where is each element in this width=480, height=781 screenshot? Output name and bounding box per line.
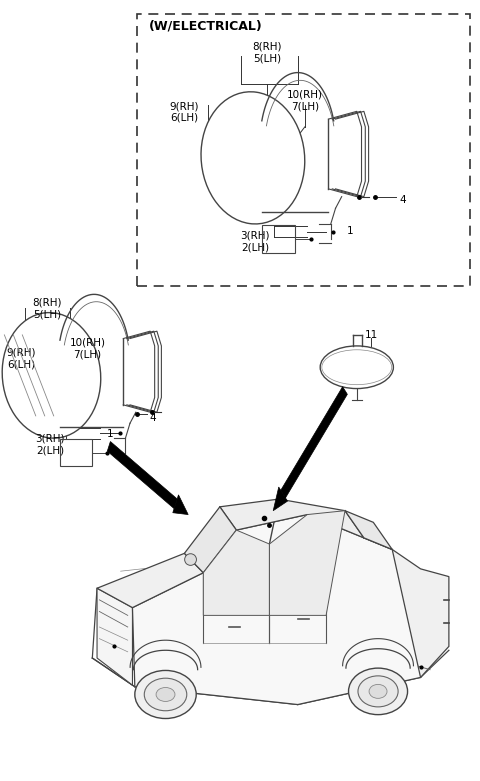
Text: 1: 1 <box>107 429 113 439</box>
Polygon shape <box>97 554 204 608</box>
Ellipse shape <box>320 346 394 389</box>
Text: 9(RH)
6(LH): 9(RH) 6(LH) <box>6 348 36 369</box>
Text: 8(RH)
5(LH): 8(RH) 5(LH) <box>33 298 62 319</box>
Ellipse shape <box>156 687 175 701</box>
Polygon shape <box>392 550 449 677</box>
Polygon shape <box>204 530 269 615</box>
Polygon shape <box>108 441 177 508</box>
Ellipse shape <box>201 92 305 224</box>
Text: 10(RH)
7(LH): 10(RH) 7(LH) <box>70 337 106 359</box>
Text: 9(RH)
6(LH): 9(RH) 6(LH) <box>169 102 199 123</box>
Polygon shape <box>132 515 420 704</box>
Text: 11: 11 <box>364 330 378 340</box>
Polygon shape <box>281 387 348 497</box>
Polygon shape <box>97 588 132 685</box>
Ellipse shape <box>2 312 101 438</box>
Polygon shape <box>269 511 345 615</box>
Text: 3(RH)
2(LH): 3(RH) 2(LH) <box>240 230 270 252</box>
Polygon shape <box>220 499 364 538</box>
Text: 10(RH)
7(LH): 10(RH) 7(LH) <box>287 90 323 111</box>
Polygon shape <box>273 487 288 511</box>
Text: (W/ELECTRICAL): (W/ELECTRICAL) <box>149 20 263 33</box>
Polygon shape <box>345 511 392 550</box>
Ellipse shape <box>144 678 187 711</box>
Text: 8(RH)
5(LH): 8(RH) 5(LH) <box>252 41 282 63</box>
Ellipse shape <box>358 676 398 707</box>
Ellipse shape <box>185 554 196 565</box>
Text: 4: 4 <box>149 413 156 423</box>
Ellipse shape <box>348 668 408 715</box>
Text: 3(RH)
2(LH): 3(RH) 2(LH) <box>35 434 65 455</box>
Ellipse shape <box>369 684 387 698</box>
Text: 4: 4 <box>399 194 406 205</box>
Ellipse shape <box>135 670 196 719</box>
Polygon shape <box>184 507 236 572</box>
Text: 1: 1 <box>347 226 353 236</box>
Polygon shape <box>173 495 188 515</box>
